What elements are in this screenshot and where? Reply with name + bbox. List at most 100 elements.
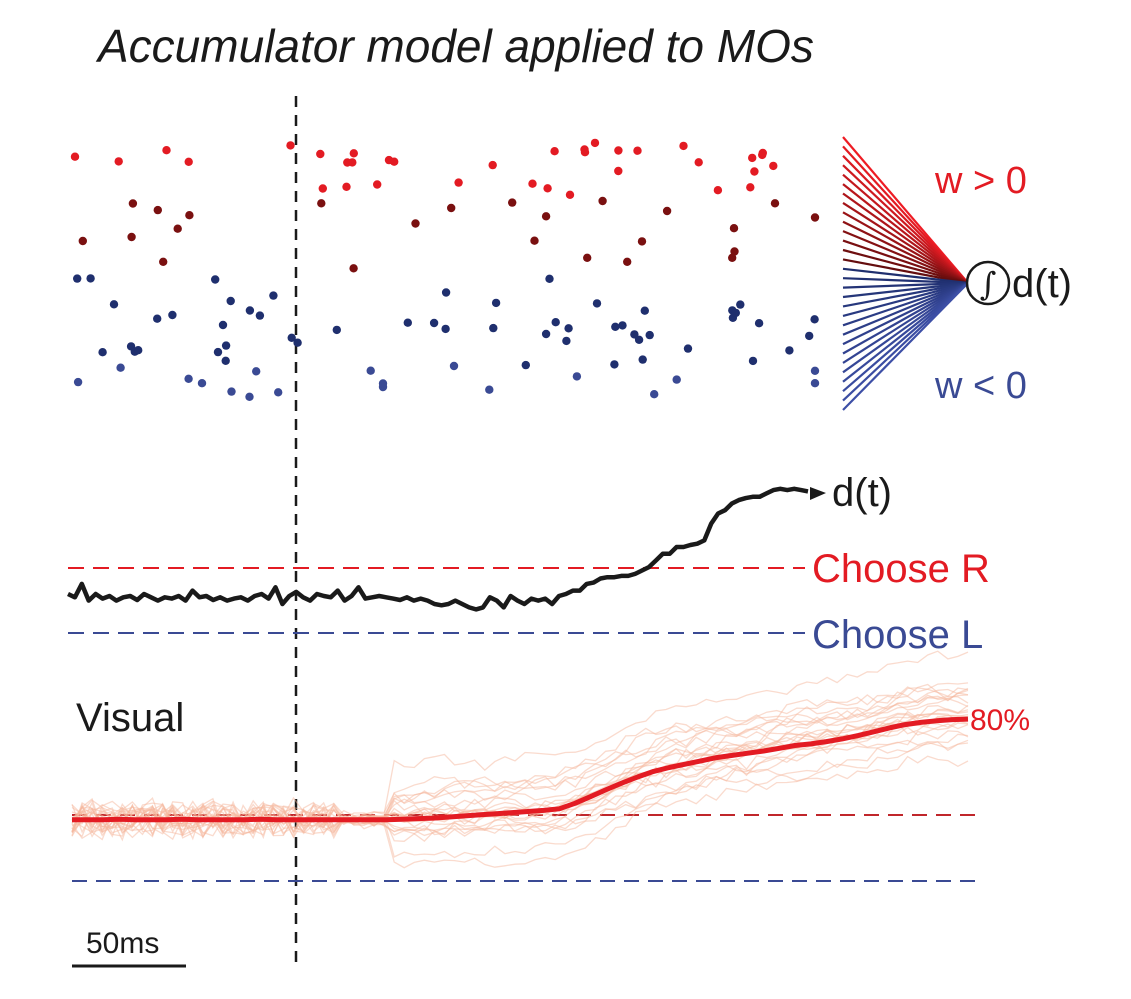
spike-dot	[769, 161, 778, 171]
weight-line	[842, 282, 969, 346]
spike-dot	[728, 253, 737, 262]
spike-dot	[614, 146, 623, 155]
weight-line	[842, 282, 969, 411]
spike-dot	[70, 152, 80, 161]
spike-dot	[562, 336, 571, 346]
spike-dot	[650, 390, 659, 399]
figure-title: Accumulator model applied to MOs	[95, 20, 814, 72]
spike-dot	[429, 318, 439, 328]
spike-dot	[541, 212, 551, 221]
spike-dot	[197, 379, 207, 388]
spike-dot	[810, 213, 820, 222]
spike-dot	[73, 274, 82, 283]
spike-dot	[134, 346, 143, 355]
integrator-output-label: d(t)	[1012, 262, 1072, 306]
spike-dot	[551, 318, 560, 327]
spike-dot	[565, 190, 575, 199]
spike-dot	[173, 224, 182, 233]
spike-dot	[349, 264, 358, 273]
spike-dot	[572, 372, 582, 381]
spike-dot	[491, 298, 501, 308]
spike-dot	[384, 155, 394, 165]
single-trial-traces	[71, 650, 969, 869]
spike-dot	[634, 335, 644, 344]
weight-line	[842, 258, 969, 285]
spike-dot	[485, 385, 494, 394]
weight-line	[842, 173, 969, 284]
weight-line	[842, 201, 969, 284]
trial-trace	[71, 733, 969, 840]
weight-line	[842, 282, 969, 374]
decision-variable-trace	[67, 486, 809, 612]
spike-dot	[269, 291, 278, 300]
spike-dot	[683, 344, 693, 353]
spike-dot	[543, 184, 552, 193]
visual-panel-label: Visual	[76, 696, 184, 740]
spike-dot	[564, 324, 573, 333]
spike-dot	[184, 157, 193, 166]
spike-dot	[713, 186, 723, 195]
trial-trace	[71, 720, 969, 842]
spike-dot	[770, 199, 780, 208]
spike-dot	[729, 224, 739, 233]
spike-dot	[403, 318, 412, 327]
spike-dot	[98, 348, 107, 357]
spike-dot	[221, 356, 230, 365]
weight-line	[842, 211, 969, 284]
spike-dot	[754, 319, 764, 328]
spike-dot	[184, 374, 193, 383]
weight-line	[842, 164, 969, 284]
spike-dot	[592, 299, 602, 308]
spike-dot	[488, 160, 497, 170]
spike-dot	[610, 360, 619, 369]
spike-dot	[541, 329, 551, 339]
spike-dot	[109, 300, 119, 309]
spike-dot	[545, 274, 554, 283]
spike-dot	[349, 149, 358, 158]
spike-dot	[286, 141, 295, 150]
spike-dot	[255, 311, 265, 320]
spike-dot	[293, 338, 302, 347]
spike-dot	[274, 388, 283, 397]
spike-dot	[750, 167, 759, 176]
spike-dot	[748, 153, 757, 163]
spike-dot	[441, 324, 450, 334]
spike-dot	[378, 379, 388, 388]
spike-dot	[810, 315, 819, 324]
spike-dot	[590, 138, 600, 148]
weight-line	[842, 281, 969, 299]
weight-fan	[842, 136, 969, 411]
integrator-icon	[965, 260, 1011, 306]
spike-dot	[343, 158, 352, 167]
visual-mean-trace	[72, 716, 969, 823]
spike-dot	[508, 198, 517, 207]
weight-line	[842, 282, 969, 355]
spike-dot	[611, 322, 620, 331]
spike-dot	[580, 145, 589, 154]
spike-dot	[633, 146, 642, 155]
scale-bar-label: 50ms	[86, 927, 159, 960]
spike-dot	[373, 180, 382, 189]
weight-line	[842, 230, 969, 285]
spike-dot	[748, 356, 758, 366]
spike-dot	[630, 330, 639, 339]
weight-line	[842, 282, 969, 393]
spike-dot	[162, 146, 171, 155]
spike-dot	[114, 157, 123, 166]
spike-dot	[213, 347, 223, 357]
spike-dot	[221, 341, 231, 350]
trial-trace	[71, 692, 969, 833]
spike-dot	[73, 377, 83, 387]
weight-line	[842, 281, 969, 289]
spike-dot	[245, 392, 254, 401]
spike-dot	[614, 166, 623, 176]
spike-dot	[185, 211, 194, 220]
spike-dot	[227, 387, 236, 396]
spike-dot	[736, 300, 745, 309]
spike-dot	[128, 199, 138, 208]
spike-dot	[528, 179, 537, 188]
weight-line	[842, 192, 969, 284]
spike-dot	[623, 257, 632, 266]
trial-trace	[71, 713, 969, 836]
spike-dot	[287, 333, 296, 342]
